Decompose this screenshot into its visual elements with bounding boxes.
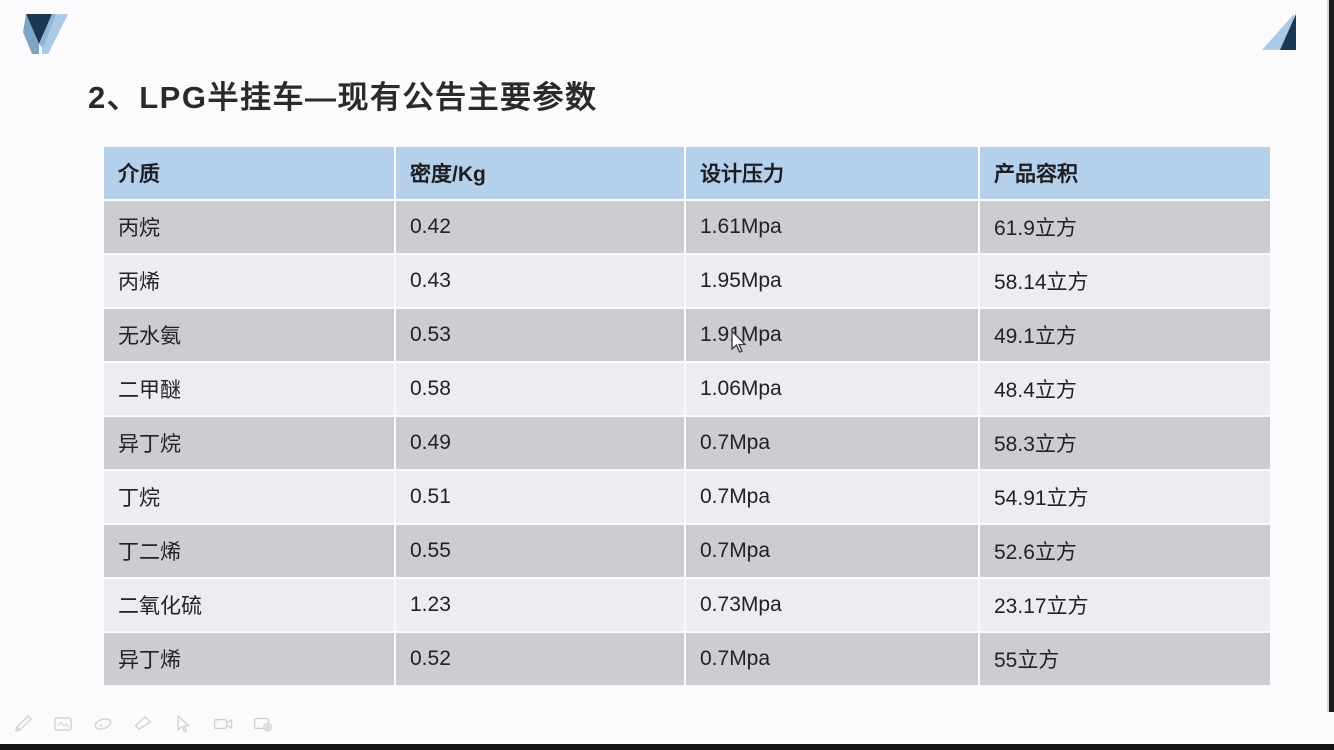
cell-pressure: 1.95Mpa: [686, 255, 978, 307]
table-header: 介质 密度/Kg 设计压力 产品容积: [104, 147, 1270, 199]
cell-volume: 55立方: [980, 633, 1270, 685]
brand-logo-chevron: [16, 8, 68, 58]
cell-pressure: 0.7Mpa: [686, 525, 978, 577]
column-header-medium: 介质: [104, 147, 394, 199]
table-row: 丁二烯 0.55 0.7Mpa 52.6立方: [104, 525, 1270, 577]
annotation-toolbar: [0, 704, 1334, 744]
table-row: 无水氨 0.53 1.91Mpa 49.1立方: [104, 309, 1270, 361]
table-body: 丙烷 0.42 1.61Mpa 61.9立方 丙烯 0.43 1.95Mpa 5…: [104, 201, 1270, 685]
cell-density: 0.52: [396, 633, 684, 685]
column-header-volume: 产品容积: [980, 147, 1270, 199]
cell-medium: 二甲醚: [104, 363, 394, 415]
column-header-pressure: 设计压力: [686, 147, 978, 199]
cell-density: 0.58: [396, 363, 684, 415]
table-row: 异丁烷 0.49 0.7Mpa 58.3立方: [104, 417, 1270, 469]
page-title: 2、LPG半挂车—现有公告主要参数: [88, 80, 598, 115]
cell-volume: 49.1立方: [980, 309, 1270, 361]
cell-medium: 丙烯: [104, 255, 394, 307]
cell-volume: 23.17立方: [980, 579, 1270, 631]
table-row: 异丁烯 0.52 0.7Mpa 55立方: [104, 633, 1270, 685]
cell-density: 0.53: [396, 309, 684, 361]
cell-density: 0.42: [396, 201, 684, 253]
cell-volume: 58.14立方: [980, 255, 1270, 307]
cell-density: 0.51: [396, 471, 684, 523]
cell-pressure: 1.91Mpa: [686, 309, 978, 361]
eraser-icon[interactable]: [130, 711, 156, 737]
viewport-bottom-edge: [0, 744, 1334, 750]
cell-density: 1.23: [396, 579, 684, 631]
viewport-right-gutter: [1327, 0, 1329, 712]
cell-medium: 异丁烷: [104, 417, 394, 469]
cell-medium: 异丁烯: [104, 633, 394, 685]
parameters-table: 介质 密度/Kg 设计压力 产品容积 丙烷 0.42 1.61Mpa 61.9立…: [102, 145, 1272, 687]
cell-medium: 二氧化硫: [104, 579, 394, 631]
table-row: 丙烷 0.42 1.61Mpa 61.9立方: [104, 201, 1270, 253]
cell-density: 0.49: [396, 417, 684, 469]
table-row: 丙烯 0.43 1.95Mpa 58.14立方: [104, 255, 1270, 307]
cell-pressure: 0.7Mpa: [686, 471, 978, 523]
cell-density: 0.43: [396, 255, 684, 307]
cell-pressure: 0.7Mpa: [686, 633, 978, 685]
screen-capture-icon[interactable]: [250, 711, 276, 737]
video-camera-icon[interactable]: [210, 711, 236, 737]
pointer-icon[interactable]: [170, 711, 196, 737]
cell-volume: 48.4立方: [980, 363, 1270, 415]
cell-pressure: 1.06Mpa: [686, 363, 978, 415]
cell-medium: 丁二烯: [104, 525, 394, 577]
pen-icon[interactable]: [10, 711, 36, 737]
cell-volume: 61.9立方: [980, 201, 1270, 253]
column-header-density: 密度/Kg: [396, 147, 684, 199]
cell-density: 0.55: [396, 525, 684, 577]
cell-medium: 无水氨: [104, 309, 394, 361]
cell-medium: 丙烷: [104, 201, 394, 253]
highlighter-icon[interactable]: [50, 711, 76, 737]
table-row: 二甲醚 0.58 1.06Mpa 48.4立方: [104, 363, 1270, 415]
cell-medium: 丁烷: [104, 471, 394, 523]
brand-logo-triangle: [1254, 8, 1306, 58]
cell-pressure: 1.61Mpa: [686, 201, 978, 253]
viewport-right-edge: [1329, 0, 1334, 712]
cell-volume: 52.6立方: [980, 525, 1270, 577]
cell-pressure: 0.7Mpa: [686, 417, 978, 469]
cell-volume: 54.91立方: [980, 471, 1270, 523]
table-row: 丁烷 0.51 0.7Mpa 54.91立方: [104, 471, 1270, 523]
cell-volume: 58.3立方: [980, 417, 1270, 469]
lasso-icon[interactable]: [90, 711, 116, 737]
cell-pressure: 0.73Mpa: [686, 579, 978, 631]
table-header-row: 介质 密度/Kg 设计压力 产品容积: [104, 147, 1270, 199]
table-row: 二氧化硫 1.23 0.73Mpa 23.17立方: [104, 579, 1270, 631]
